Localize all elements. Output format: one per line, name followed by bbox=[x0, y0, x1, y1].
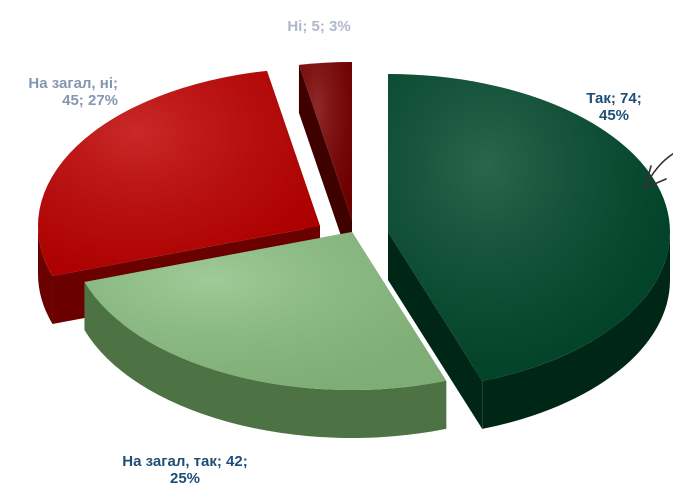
pie-slice-tak-side-2 bbox=[482, 232, 670, 429]
pie-slice-tak-edge-end bbox=[388, 232, 483, 429]
slice-label-tak: Так; 74; 45% bbox=[574, 90, 654, 124]
slice-label-tak-line1: Так; 74; bbox=[586, 90, 642, 107]
pie-slice-tak-shine bbox=[388, 74, 670, 381]
slice-label-na-zagal-ni: На загал, ні; 45; 27% bbox=[0, 75, 118, 109]
slice-label-tak-line2: 45% bbox=[598, 107, 630, 124]
pie-slice-na-zagal-ni-side bbox=[38, 226, 53, 324]
pie-slice-na-zagal-tak bbox=[84, 232, 447, 438]
slice-label-ni-line1: Ні; 5; 3% bbox=[287, 18, 351, 35]
slice-label-na-zagal-ni-line2: 45; 27% bbox=[62, 92, 118, 109]
pie-slices bbox=[37, 62, 670, 438]
pie-slice-na-zagal-ni-shine bbox=[37, 70, 320, 276]
slice-label-na-zagal-tak-line1: На загал, так; 42; bbox=[122, 453, 248, 470]
slice-label-na-zagal-tak: На загал, так; 42; 25% bbox=[95, 453, 275, 487]
pie-slice-ni-edge-start bbox=[298, 64, 352, 268]
pie-slice-na-zagal-tak-side bbox=[84, 281, 447, 438]
slice-label-ni: Ні; 5; 3% bbox=[264, 18, 374, 35]
pie-slice-na-zagal-tak-shine bbox=[84, 232, 447, 390]
slice-label-na-zagal-tak-line2: 25% bbox=[169, 470, 201, 487]
slice-label-na-zagal-ni-line1: На загал, ні; bbox=[28, 75, 118, 92]
pie-slice-tak bbox=[388, 74, 670, 429]
pie-slice-ni-shine bbox=[298, 62, 352, 220]
pie-slice-ni bbox=[298, 62, 352, 268]
